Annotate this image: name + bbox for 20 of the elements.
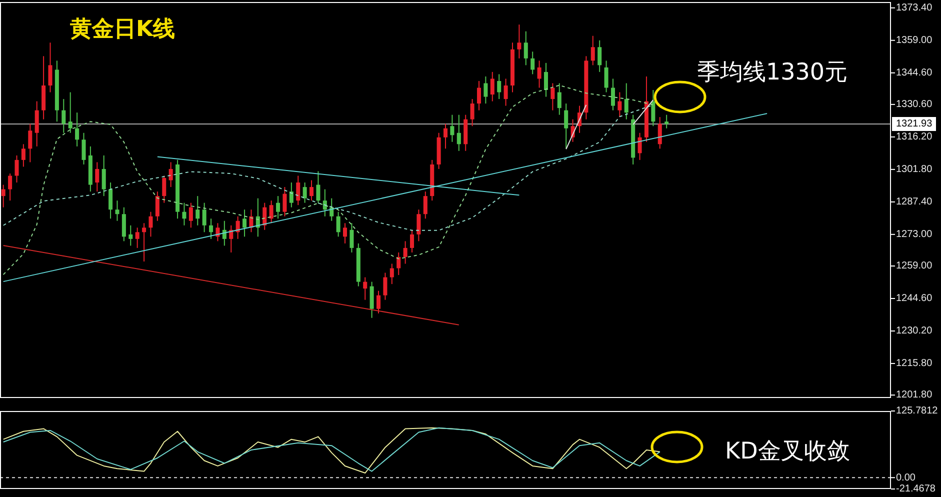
y-tick-label: 1301.80 xyxy=(896,164,933,176)
y-tick-label: 1316.20 xyxy=(896,132,933,143)
y-tick-label: -21.4678 xyxy=(896,484,936,495)
y-tick-label: 1373.40 xyxy=(896,2,933,14)
annotation: KD金叉收敛 xyxy=(725,438,850,464)
y-tick-label: 1287.40 xyxy=(896,196,933,208)
y-tick-label: 1201.80 xyxy=(896,390,933,401)
y-tick-label: 125.7812 xyxy=(896,406,938,417)
text: 黄金日K线 xyxy=(69,17,176,42)
y-tick-label: 1344.60 xyxy=(896,67,933,78)
y-tick-label: 1259.00 xyxy=(896,260,933,272)
y-tick-label: 1273.00 xyxy=(896,229,933,240)
y-tick-label: 1330.60 xyxy=(896,99,933,110)
y-tick-label: 1215.80 xyxy=(896,358,933,370)
y-tick-label: 0.00 xyxy=(896,472,916,484)
y-tick-label: 1359.00 xyxy=(896,35,933,46)
annotation: 季均线1330元 xyxy=(697,59,848,86)
y-tick-label: 1244.60 xyxy=(896,293,933,304)
ref-line-label: 1321.93 xyxy=(896,118,933,130)
y-tick-label: 1230.20 xyxy=(896,326,933,337)
